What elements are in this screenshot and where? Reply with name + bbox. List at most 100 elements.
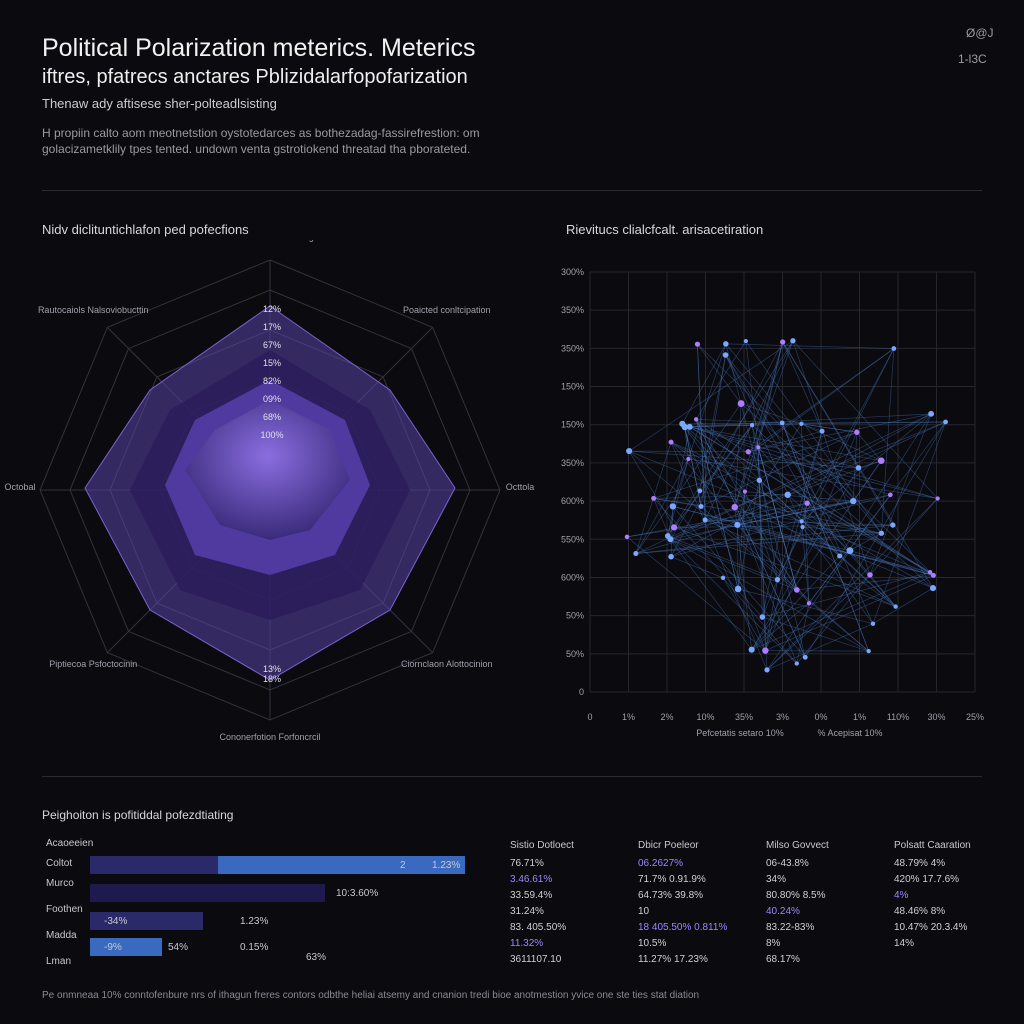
bar-label: -34%: [104, 916, 128, 927]
edge: [808, 421, 946, 604]
edge: [766, 498, 938, 671]
edge: [672, 506, 806, 658]
node: [702, 517, 708, 523]
node: [748, 646, 755, 653]
edge: [852, 432, 858, 502]
edge: [670, 441, 934, 589]
bar-label: 0.15%: [240, 942, 269, 953]
table-cell: 68.17%: [766, 954, 800, 965]
table-cell: 10: [638, 906, 650, 917]
node: [846, 547, 854, 555]
edge: [737, 423, 802, 526]
node: [850, 497, 857, 505]
edge: [801, 421, 946, 425]
subtitle: Thenaw ady aftisese sher-polteadlsisting: [42, 96, 277, 111]
edge: [695, 419, 739, 590]
node: [698, 503, 704, 509]
edge: [839, 532, 882, 557]
edge: [670, 506, 674, 557]
table-cell: 80.80% 8.5%: [766, 890, 826, 901]
edge: [725, 354, 783, 424]
edge: [682, 423, 766, 651]
edge: [653, 498, 702, 507]
edge: [704, 519, 896, 607]
node: [668, 553, 674, 560]
edge: [653, 431, 857, 499]
edge: [737, 480, 760, 590]
x-caption: Pefcetatis setaro 10%: [696, 728, 784, 738]
edge: [635, 458, 689, 554]
divider: [42, 190, 982, 191]
row-label: Madda: [46, 930, 77, 941]
node: [686, 456, 691, 462]
edge: [765, 575, 934, 651]
edge: [635, 524, 893, 554]
edge: [796, 575, 934, 591]
x-tick-label: 3%: [776, 712, 789, 722]
edge: [684, 426, 746, 492]
node: [927, 569, 933, 575]
edge: [684, 413, 932, 428]
column-header: Dbicr Poeleor: [638, 840, 699, 851]
node: [887, 492, 893, 498]
title2: iftres, pfatrecs anctares Pblizidalarfop…: [42, 66, 468, 88]
edge: [801, 413, 932, 522]
edge: [758, 480, 768, 670]
row-label: Murco: [46, 878, 74, 889]
y-tick-label: 350%: [561, 343, 584, 353]
edge: [777, 431, 823, 580]
edge: [629, 450, 859, 469]
edge: [697, 344, 706, 520]
edge: [635, 506, 735, 554]
edge: [670, 460, 882, 540]
x-tick-label: 110%: [887, 712, 909, 722]
edge: [629, 450, 749, 453]
corner-label: 1-l3C: [958, 52, 987, 66]
edge: [725, 354, 840, 557]
table-cell: 83.22-83%: [766, 922, 815, 933]
edge: [781, 422, 874, 624]
bar-label: 10:3.60%: [336, 888, 379, 899]
node: [780, 339, 786, 345]
table-cell: 64.73% 39.8%: [638, 890, 704, 901]
edge: [672, 343, 727, 507]
edge: [626, 536, 766, 651]
edge: [695, 419, 806, 658]
edge: [674, 524, 893, 528]
ring-label: 12%: [263, 304, 281, 314]
node: [745, 449, 751, 455]
edge: [856, 432, 882, 461]
bottom-title: Peighoiton is pofitiddal pofezdtiating: [42, 808, 234, 822]
node: [749, 422, 755, 428]
node: [855, 465, 862, 471]
table-cell: 48.79% 4%: [894, 858, 946, 869]
y-tick-label: 600%: [561, 572, 584, 582]
edge: [858, 460, 882, 469]
y-tick-label: 600%: [561, 496, 584, 506]
node: [794, 661, 799, 666]
edge: [751, 424, 934, 589]
edge: [725, 343, 806, 658]
node: [793, 587, 800, 593]
edge: [684, 426, 702, 507]
edge: [734, 403, 742, 508]
edge: [881, 348, 895, 534]
edge: [744, 491, 854, 502]
edge: [737, 500, 854, 526]
edge: [751, 603, 810, 650]
edge: [801, 423, 857, 433]
edge: [670, 500, 854, 540]
edge: [689, 426, 882, 462]
edge: [801, 521, 810, 604]
edge: [689, 426, 859, 469]
x-tick-label: 2%: [660, 712, 673, 722]
edge: [688, 458, 938, 499]
edge: [670, 538, 869, 652]
edge: [765, 432, 858, 651]
y-tick-label: 550%: [561, 534, 584, 544]
edge: [628, 450, 869, 652]
ring-label: 18%: [263, 674, 281, 684]
axis-label: Rautocaiols Nalsoviobucttin: [38, 305, 149, 315]
edge: [635, 502, 808, 554]
